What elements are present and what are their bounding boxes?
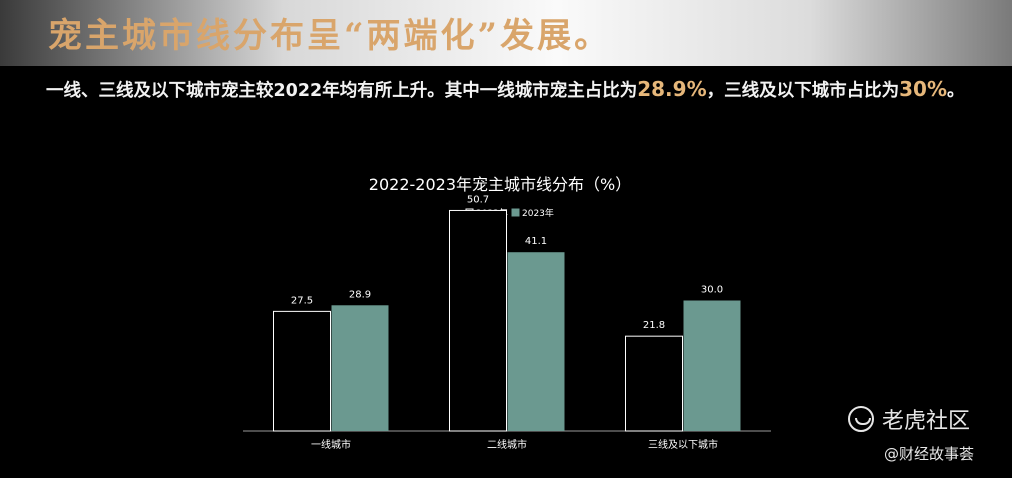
page-title: 宠主城市线分布呈“两端化”发展。 [48, 16, 612, 56]
category-label-2: 二线城市 [487, 438, 527, 451]
bar-2-1 [331, 305, 389, 431]
data-label-1-3: 21.8 [643, 320, 665, 331]
legend-swatch-2 [511, 208, 520, 217]
summary-part-3: 。 [946, 81, 965, 101]
data-label-1-2: 50.7 [467, 194, 489, 205]
legend-label-2: 2023年 [522, 207, 554, 219]
summary-highlight-1: 28.9% [637, 77, 707, 101]
bar-2-3 [683, 300, 741, 431]
watermark-brand: 老虎社区 [882, 409, 971, 434]
summary-highlight-2: 30% [899, 77, 947, 101]
summary-part-1: 一线、三线及以下城市宠主较2022年均有所上升。其中一线城市宠主占比为 [46, 81, 638, 101]
summary-part-2: ，三线及以下城市占比为 [706, 81, 900, 101]
category-label-1: 一线城市 [311, 438, 351, 451]
bar-1-1 [273, 310, 331, 432]
bar-2-2 [507, 252, 565, 431]
chart-title: 2022-2023年宠主城市线分布（%） [369, 175, 631, 194]
data-label-2-1: 28.9 [349, 289, 371, 300]
header-banner: 宠主城市线分布呈“两端化”发展。 [0, 0, 1012, 66]
watermark: 老虎社区 [848, 403, 970, 435]
watermark-sub: @财经故事荟 [884, 445, 975, 463]
data-label-1-1: 27.5 [291, 295, 313, 306]
tiger-logo-icon [848, 406, 874, 432]
data-label-2-2: 41.1 [525, 236, 547, 247]
summary-text: 一线、三线及以下城市宠主较2022年均有所上升。其中一线城市宠主占比为28.9%… [46, 77, 1006, 102]
bar-1-3 [625, 335, 683, 432]
data-label-2-3: 30.0 [701, 285, 723, 296]
category-label-3: 三线及以下城市 [648, 438, 718, 451]
bar-1-2 [449, 209, 507, 432]
